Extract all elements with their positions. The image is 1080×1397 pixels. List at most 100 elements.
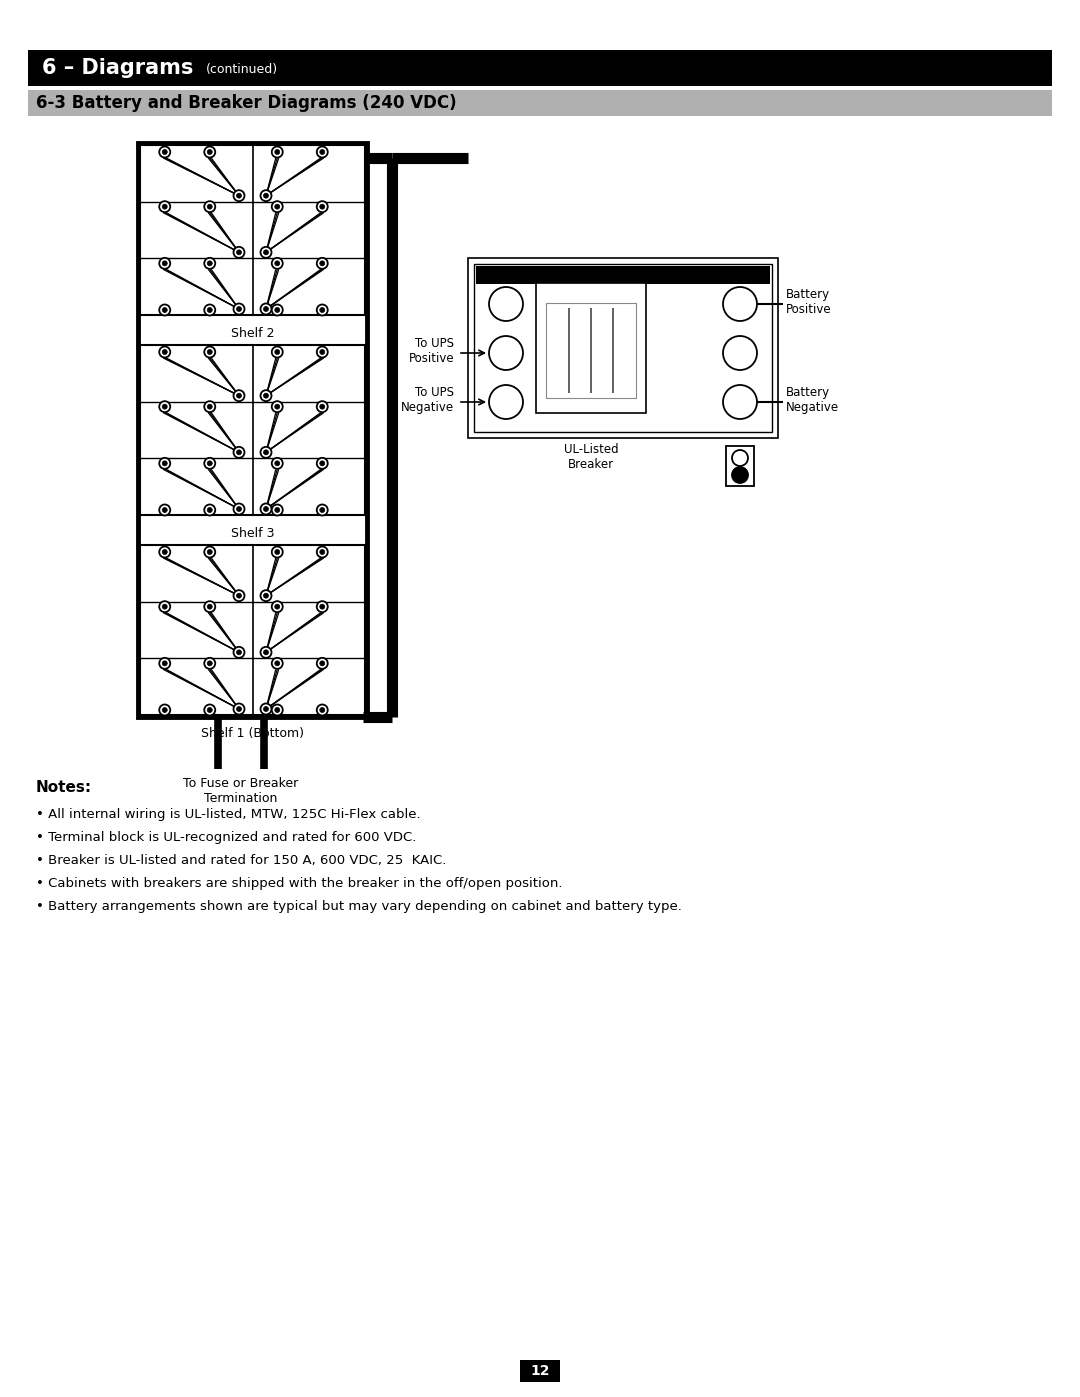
Circle shape [207,404,213,409]
Circle shape [723,337,757,370]
Circle shape [274,549,280,555]
Circle shape [264,707,269,711]
Circle shape [316,504,327,515]
Circle shape [207,461,213,465]
Circle shape [272,704,283,715]
Circle shape [162,549,167,555]
Circle shape [320,707,325,712]
Circle shape [204,546,215,557]
Circle shape [316,346,327,358]
Circle shape [260,447,271,458]
Circle shape [159,258,171,268]
Circle shape [233,503,244,514]
Circle shape [162,661,167,666]
Circle shape [489,337,523,370]
Circle shape [207,549,213,555]
Circle shape [260,190,271,201]
Circle shape [204,458,215,469]
Bar [140,345,365,515]
Circle shape [316,258,327,268]
Circle shape [316,658,327,669]
Circle shape [272,201,283,212]
Circle shape [274,204,280,210]
Circle shape [272,601,283,612]
Circle shape [159,601,171,612]
Circle shape [272,504,283,515]
Text: To Fuse or Breaker
Termination: To Fuse or Breaker Termination [184,777,299,805]
Circle shape [320,349,325,355]
Circle shape [274,349,280,355]
Text: • Breaker is UL-listed and rated for 150 A, 600 VDC, 25  KAIC.: • Breaker is UL-listed and rated for 150… [36,854,446,868]
Circle shape [260,647,271,658]
Circle shape [207,307,213,313]
Circle shape [272,401,283,412]
Circle shape [162,507,167,513]
Text: UL-Listed
Breaker: UL-Listed Breaker [564,443,619,471]
Circle shape [264,450,269,455]
Circle shape [159,458,171,469]
Circle shape [204,258,215,268]
Circle shape [237,250,242,254]
Bar [28,89,1052,116]
Circle shape [162,404,167,409]
Bar [140,145,365,314]
Circle shape [159,546,171,557]
Circle shape [320,507,325,513]
Bar [140,545,365,715]
Text: Shelf 3: Shelf 3 [231,527,274,541]
Text: Notes:: Notes: [36,780,92,795]
Circle shape [260,247,271,258]
Circle shape [272,346,283,358]
Circle shape [207,261,213,265]
Text: Shelf 2: Shelf 2 [231,327,274,339]
Circle shape [274,507,280,513]
Circle shape [316,147,327,158]
Circle shape [162,261,167,265]
Circle shape [264,306,269,312]
Circle shape [260,390,271,401]
Circle shape [204,305,215,316]
Circle shape [274,307,280,313]
Circle shape [207,204,213,210]
Circle shape [159,346,171,358]
Circle shape [732,450,748,467]
Circle shape [159,147,171,158]
Circle shape [233,303,244,314]
Bar [546,303,636,398]
Circle shape [162,349,167,355]
Circle shape [274,604,280,609]
Circle shape [320,549,325,555]
Circle shape [264,193,269,198]
Circle shape [162,707,167,712]
Text: • All internal wiring is UL-listed, MTW, 125C Hi-Flex cable.: • All internal wiring is UL-listed, MTW,… [36,807,420,821]
Circle shape [320,404,325,409]
Circle shape [320,461,325,465]
Circle shape [207,507,213,513]
Circle shape [237,707,242,711]
Circle shape [204,201,215,212]
Circle shape [320,149,325,155]
Circle shape [237,306,242,312]
Bar [138,142,367,717]
Circle shape [162,149,167,155]
Circle shape [260,704,271,714]
Circle shape [274,404,280,409]
Circle shape [162,204,167,210]
Text: Battery
Positive: Battery Positive [786,288,832,316]
Circle shape [159,658,171,669]
Circle shape [204,704,215,715]
Bar [28,50,1052,87]
Circle shape [162,461,167,465]
Circle shape [316,401,327,412]
Circle shape [233,390,244,401]
Circle shape [320,261,325,265]
Text: 6 – Diagrams: 6 – Diagrams [42,59,193,78]
Circle shape [274,261,280,265]
Text: 12: 12 [530,1363,550,1377]
Circle shape [204,504,215,515]
Circle shape [272,458,283,469]
Circle shape [264,250,269,254]
Bar [519,1361,561,1382]
Circle shape [316,458,327,469]
Circle shape [159,504,171,515]
